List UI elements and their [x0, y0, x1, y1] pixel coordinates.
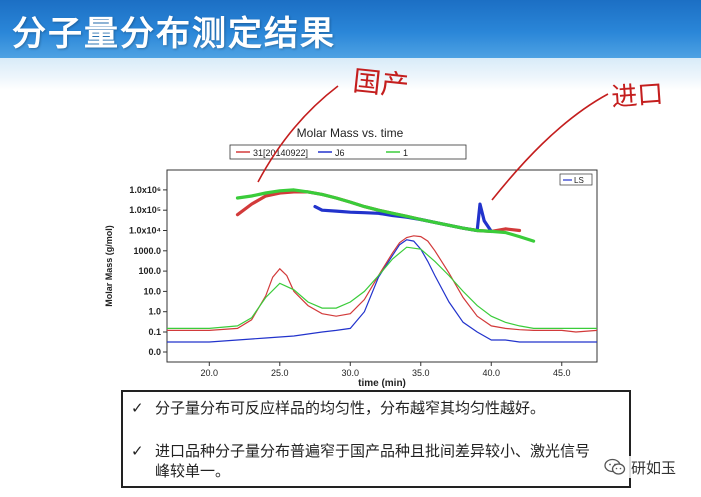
- x-tick-label: 40.0: [482, 368, 500, 378]
- series-signal-line-2: [167, 239, 597, 343]
- y-tick-label: 1.0x10⁴: [129, 226, 161, 236]
- legend-label-3: 1: [403, 148, 408, 158]
- annotation-domestic-label: 国产: [351, 64, 410, 103]
- checkmark-icon: ✓: [131, 442, 144, 460]
- summary-box: ✓ 分子量分布可反应样品的均匀性，分布越窄其均匀性越好。 ✓ 进口品种分子量分布…: [121, 390, 631, 488]
- chart-title: Molar Mass vs. time: [297, 126, 404, 140]
- annotation-imported-arrow: [491, 93, 609, 201]
- bullet-text: 进口品种分子量分布普遍窄于国产品种且批间差异较小、激光信号峰较单一。: [155, 442, 591, 480]
- series-signal-line-3: [167, 246, 597, 329]
- slide-header: 分子量分布测定结果: [0, 0, 701, 90]
- x-tick-label: 30.0: [342, 368, 360, 378]
- y-tick-label: 1000.0: [133, 246, 161, 256]
- legend-label-2: J6: [335, 148, 345, 158]
- chart-legend: 31[20140922] J6 1: [229, 144, 467, 160]
- annotation-imported: 进口: [491, 79, 664, 201]
- wechat-icon: [604, 458, 626, 475]
- y-tick-label: 1.0: [148, 307, 161, 317]
- bullet-item: ✓ 分子量分布可反应样品的均匀性，分布越窄其均匀性越好。: [131, 398, 623, 418]
- plot-area: [166, 169, 598, 363]
- annotation-imported-label: 进口: [610, 79, 664, 113]
- x-axis: 20.0 25.0 30.0 35.0 40.0 45.0: [201, 362, 571, 378]
- slide-title: 分子量分布测定结果: [12, 14, 336, 54]
- checkmark-icon: ✓: [131, 399, 144, 417]
- y-tick-label: 1.0x10⁶: [129, 185, 161, 195]
- x-tick-label: 20.0: [201, 368, 219, 378]
- detector-legend: LS: [559, 173, 593, 186]
- x-axis-label: time (min): [358, 378, 406, 389]
- y-tick-label: 0.1: [148, 327, 161, 337]
- bullet-item: ✓ 进口品种分子量分布普遍窄于国产品种且批间差异较小、激光信号峰较单一。: [131, 441, 601, 481]
- x-tick-label: 45.0: [553, 368, 571, 378]
- y-tick-label: 1.0x10⁵: [129, 205, 161, 215]
- annotation-domestic: 国产: [257, 64, 410, 183]
- y-tick-label: 100.0: [138, 266, 161, 276]
- wechat-watermark: 研如玉: [600, 456, 681, 478]
- watermark-label: 研如玉: [631, 458, 677, 477]
- y-tick-label: 0.0: [148, 347, 161, 357]
- y-tick-label: 10.0: [143, 286, 161, 296]
- series-molar-mass-line-3: [235, 188, 536, 243]
- detector-legend-label: LS: [574, 176, 584, 185]
- series-signal-line-1: [167, 235, 598, 333]
- series-layer: [167, 188, 598, 343]
- header-stripe: [0, 58, 701, 90]
- annotation-domestic-arrow: [257, 85, 339, 183]
- bullet-text: 分子量分布可反应样品的均匀性，分布越窄其均匀性越好。: [155, 399, 546, 417]
- x-tick-label: 25.0: [271, 368, 289, 378]
- legend-label-1: 31[20140922]: [253, 148, 308, 158]
- y-axis: 0.0 0.1 1.0 10.0 100.0 1000.0 1.0x10⁴ 1.0x10⁵ 1.…: [129, 185, 167, 357]
- x-tick-label: 35.0: [412, 368, 430, 378]
- y-axis-label: Molar Mass (g/mol): [104, 225, 114, 307]
